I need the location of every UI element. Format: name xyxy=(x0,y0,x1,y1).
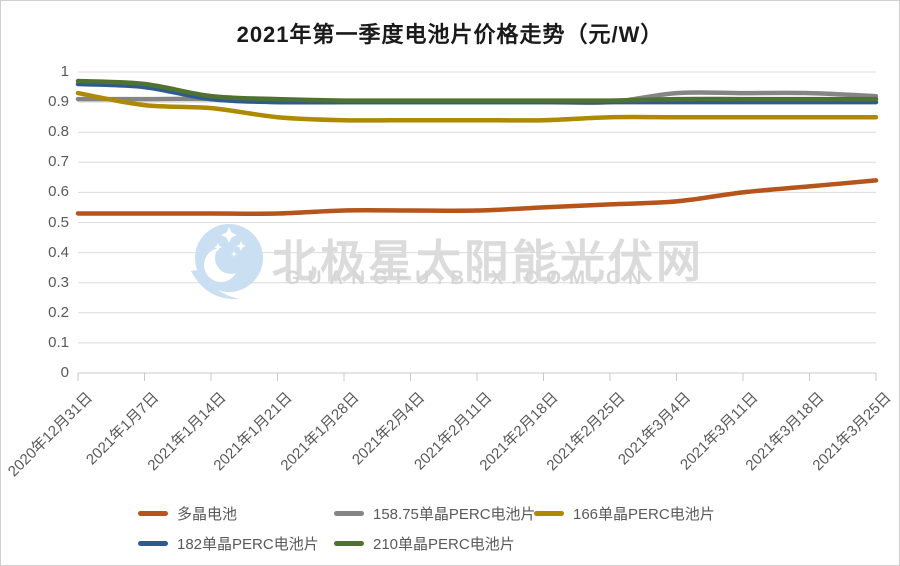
y-axis-label: 0.2 xyxy=(48,303,69,321)
y-axis-label: 0.4 xyxy=(48,243,69,261)
y-axis-label: 1 xyxy=(60,63,69,80)
y-axis-label: 0.7 xyxy=(48,153,69,171)
legend-label: 多晶电池 xyxy=(177,505,238,523)
legend-item-1: 158.75单晶PERC电池片 xyxy=(334,503,536,523)
series-line-0 xyxy=(75,178,879,216)
y-axis-label: 0.9 xyxy=(48,93,69,111)
legend-swatch xyxy=(534,510,564,516)
legend-label: 166单晶PERC电池片 xyxy=(573,505,715,523)
legend-label: 210单晶PERC电池片 xyxy=(373,535,515,553)
legend-swatch xyxy=(138,540,168,546)
legend-label: 158.75单晶PERC电池片 xyxy=(373,505,536,523)
y-axis-label: 0.5 xyxy=(48,213,69,231)
legend-item-3: 182单晶PERC电池片 xyxy=(138,533,319,553)
legend-swatch xyxy=(334,510,364,516)
y-axis-label: 0.3 xyxy=(48,273,69,291)
chart-title: 2021年第一季度电池片价格走势（元/W） xyxy=(236,22,664,47)
series-line-2 xyxy=(75,90,879,123)
y-axis-label: 0.1 xyxy=(48,333,69,351)
legend-swatch xyxy=(138,510,168,516)
legend-label: 182单晶PERC电池片 xyxy=(177,535,319,553)
legend-item-2: 166单晶PERC电池片 xyxy=(534,503,715,523)
legend-item-4: 210单晶PERC电池片 xyxy=(334,533,515,553)
legend-swatch xyxy=(334,540,364,546)
y-axis-label: 0 xyxy=(60,364,69,381)
y-axis-label: 0.6 xyxy=(48,183,69,201)
y-axis-label: 0.8 xyxy=(48,123,69,141)
series-line-4 xyxy=(75,78,879,103)
legend-item-0: 多晶电池 xyxy=(138,503,237,523)
